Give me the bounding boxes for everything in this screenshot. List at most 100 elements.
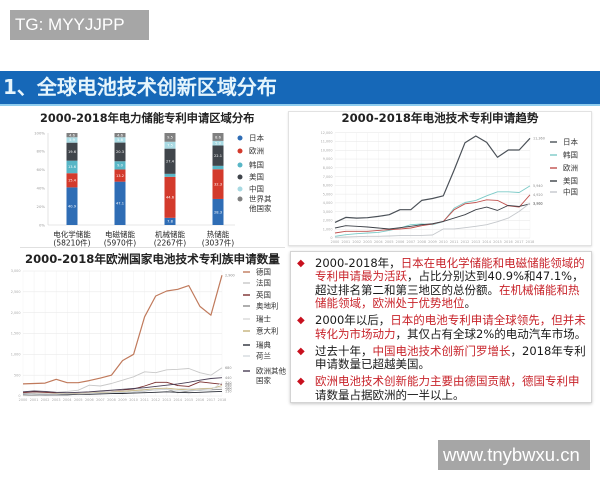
body-text: ，2018年专利申请数量已超越美国。: [315, 343, 586, 372]
legend-label: 日本: [563, 137, 578, 147]
body-text: ，占比分别达到40.9%和47.1%，超过排名第二和第三地区的总份额。: [315, 269, 584, 297]
category-count: (2267件): [154, 238, 187, 248]
legend-label: 世界其: [249, 194, 272, 204]
category-label: 机械储能: [155, 229, 185, 239]
x-tick-label: 2017: [207, 398, 216, 402]
bar-segment: [114, 161, 126, 170]
legend-label: 欧洲其他: [256, 366, 286, 376]
x-tick-label: 2004: [374, 240, 383, 244]
bar-segment-value: 8.6: [215, 135, 221, 139]
y-tick-label: 4,000: [323, 201, 333, 205]
x-tick-label: 2015: [493, 240, 502, 244]
bar-segment: [66, 173, 78, 188]
x-tick-label: 2014: [482, 240, 491, 244]
bar-segment: [212, 133, 224, 141]
bar-segment: [164, 176, 176, 218]
category-count: (5970件): [104, 238, 137, 248]
legend-label: 瑞士: [256, 314, 271, 324]
summary-bullet: ◆ 2000-2018年，日本在电化学储能和电磁储能领域的专利申请最为活跃，占比分…: [297, 256, 587, 311]
watermark-bottom-right: www.tnybwxu.cn: [438, 440, 590, 470]
bar-segment: [212, 140, 224, 146]
x-tick-label: 2018: [218, 398, 227, 402]
bar-segment: [66, 187, 78, 225]
bar-segment-value: 5.0: [215, 142, 221, 146]
x-tick-label: 2010: [129, 398, 138, 402]
y-tick-label: 3,000: [11, 269, 21, 273]
x-tick-label: 2003: [363, 240, 372, 244]
bar-segment: [164, 217, 176, 225]
bar-segment: [212, 165, 224, 170]
legend-label: 韩国: [249, 160, 264, 170]
series-line: [23, 390, 223, 396]
series-line: [334, 185, 531, 237]
category-label: 电化学储能: [53, 229, 91, 239]
y-tick-label: 20%: [37, 204, 46, 209]
end-value-label: 320: [225, 381, 231, 385]
x-tick-label: 2002: [41, 398, 50, 402]
bar-segment: [164, 173, 176, 177]
bar-segment-value: 44.6: [166, 196, 175, 200]
end-value-label: 3,980: [533, 201, 543, 205]
x-tick-label: 2000: [19, 398, 28, 402]
diamond-bullet-icon: ◆: [297, 345, 305, 357]
y-tick-label: 5,000: [323, 192, 333, 196]
legend-dot-icon: [237, 135, 243, 141]
bar-segment-value: 13.6: [68, 165, 77, 169]
bar-segment-value: 40.9: [68, 204, 77, 208]
x-tick-label: 2009: [118, 398, 127, 402]
x-tick-label: 2005: [74, 398, 83, 402]
bar-segment: [212, 198, 224, 225]
x-tick-label: 2011: [450, 240, 459, 244]
end-value-label: 440: [225, 376, 231, 380]
y-tick-label: 6,000: [323, 184, 333, 188]
legend-label: 瑞典: [256, 340, 271, 350]
legend-label: 日本: [249, 133, 264, 143]
end-value-label: 3,900: [533, 202, 543, 206]
bar-segment: [66, 160, 78, 174]
bar-segment-value: 4.6: [69, 133, 75, 137]
legend-label: 德国: [256, 267, 271, 277]
y-tick-label: 9,000: [323, 157, 333, 161]
legend-label: 韩国: [563, 150, 578, 160]
summary-bullet: ◆ 欧洲电池技术创新能力主要由德国贡献，德国专利申请数量占据欧洲的一半以上。: [297, 375, 587, 402]
y-tick-label: 100%: [34, 130, 45, 135]
bar-segment: [114, 137, 126, 143]
x-tick-label: 2016: [196, 398, 205, 402]
section-header-bar: 1、全球电池技术创新区域分布: [0, 71, 600, 106]
legend-label: 荷兰: [256, 351, 271, 361]
highlighted-text: 日本在电化学储能和电磁储能领域的专利申请最为活跃: [315, 256, 585, 284]
highlighted-text: 日本的电池专利申请全球领先，但并未转化为市场动力: [315, 313, 586, 341]
series-line: [22, 275, 223, 385]
summary-bullet: ◆ 2000年以后，日本的电池专利申请全球领先，但并未转化为市场动力，其仅占有全球…: [297, 314, 587, 341]
y-tick-label: 2,000: [11, 311, 21, 315]
y-tick-label: 40%: [37, 186, 46, 191]
bar-segment: [164, 141, 176, 149]
legend-label: 欧洲: [249, 146, 264, 156]
x-tick-label: 2013: [472, 240, 481, 244]
bar-segment: [114, 142, 126, 162]
y-tick-label: 1,500: [11, 332, 21, 336]
bar-segment-value: 20.3: [116, 150, 124, 154]
bar-segment-value: 27.4: [166, 160, 175, 164]
bar-segment: [164, 133, 176, 142]
x-tick-label: 2008: [107, 398, 116, 402]
series-line: [334, 202, 531, 238]
bar-segment-value: 5.8: [117, 138, 123, 142]
bar-segment: [212, 145, 224, 166]
diamond-bullet-icon: ◆: [297, 315, 305, 327]
y-tick-label: 3,000: [323, 210, 333, 214]
y-tick-label: 80%: [37, 149, 46, 154]
highlighted-text: 中国电池技术创新门罗增长: [372, 343, 511, 358]
bar-segment-value: 28.3: [214, 210, 222, 214]
x-tick-label: 2005: [385, 240, 394, 244]
bar-segment: [66, 137, 78, 143]
x-tick-label: 2009: [428, 240, 437, 244]
x-tick-label: 2000: [331, 240, 340, 244]
summary-text-box: ◆ 2000-2018年，日本在电化学储能和电磁储能领域的专利申请最为活跃，占比分…: [290, 251, 592, 403]
legend-label: 美国: [249, 172, 264, 182]
body-text: 2000年以后，: [315, 313, 391, 328]
diamond-bullet-icon: ◆: [297, 258, 305, 269]
x-tick-label: 2002: [352, 240, 361, 244]
end-value-label: 5,940: [533, 184, 543, 188]
bar-segment-value: 5.9: [69, 138, 75, 142]
